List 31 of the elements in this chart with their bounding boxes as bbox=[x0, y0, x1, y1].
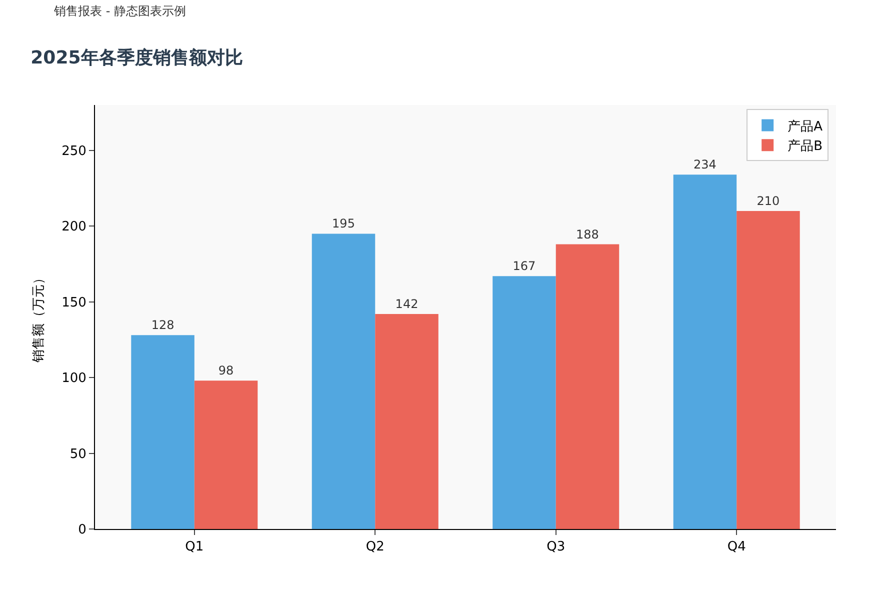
bar bbox=[131, 335, 194, 529]
y-tick-label: 150 bbox=[62, 295, 86, 310]
chart-subtitle: 销售报表 - 静态图表示例 bbox=[53, 4, 186, 18]
y-axis-title: 销售额（万元） bbox=[32, 272, 47, 364]
bar bbox=[312, 234, 376, 529]
x-tick-label: Q2 bbox=[366, 540, 384, 555]
bar bbox=[375, 314, 438, 529]
data-label: 128 bbox=[151, 318, 174, 332]
y-tick-label: 0 bbox=[78, 522, 86, 538]
data-label: 167 bbox=[512, 259, 536, 274]
data-label: 188 bbox=[576, 227, 599, 242]
data-label: 142 bbox=[395, 296, 418, 311]
data-label: 234 bbox=[694, 158, 716, 172]
bar bbox=[194, 380, 258, 529]
bar bbox=[556, 244, 620, 529]
y-tick-label: 250 bbox=[62, 144, 86, 159]
y-tick-label: 200 bbox=[62, 220, 86, 235]
data-label: 98 bbox=[218, 364, 234, 378]
x-tick-label: Q1 bbox=[185, 540, 204, 555]
y-tick-label: 100 bbox=[62, 371, 86, 386]
x-tick-label: Q3 bbox=[546, 540, 566, 555]
data-label: 210 bbox=[756, 194, 780, 208]
legend-label: 产品B bbox=[788, 139, 823, 154]
data-label: 195 bbox=[332, 216, 355, 231]
x-tick-label: Q4 bbox=[727, 540, 746, 555]
y-tick-label: 50 bbox=[70, 446, 86, 462]
chart-title: 2025年各季度销售额对比 bbox=[30, 48, 243, 69]
bar bbox=[736, 211, 800, 529]
legend-label: 产品A bbox=[788, 119, 823, 134]
bar bbox=[492, 276, 556, 529]
bar bbox=[673, 174, 737, 529]
